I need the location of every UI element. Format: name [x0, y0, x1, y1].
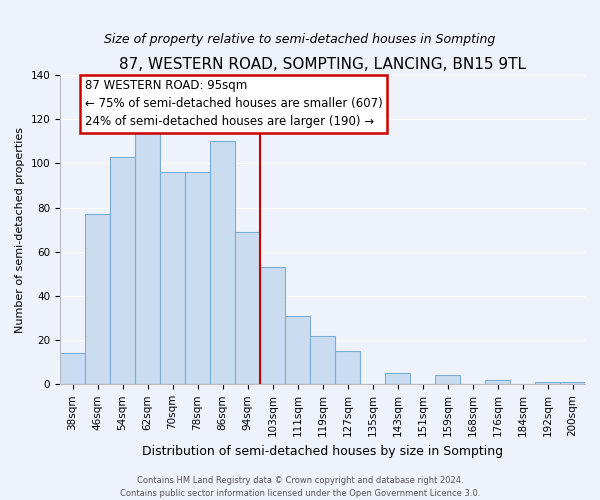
Bar: [185, 172, 210, 384]
Bar: [485, 380, 510, 384]
Text: 87 WESTERN ROAD: 95sqm
← 75% of semi-detached houses are smaller (607)
24% of se: 87 WESTERN ROAD: 95sqm ← 75% of semi-det…: [85, 80, 383, 128]
Bar: [85, 214, 110, 384]
Y-axis label: Number of semi-detached properties: Number of semi-detached properties: [15, 126, 25, 332]
Bar: [385, 374, 410, 384]
Title: 87, WESTERN ROAD, SOMPTING, LANCING, BN15 9TL: 87, WESTERN ROAD, SOMPTING, LANCING, BN1…: [119, 58, 526, 72]
Bar: [60, 354, 85, 384]
Bar: [560, 382, 585, 384]
Bar: [335, 351, 360, 384]
Bar: [285, 316, 310, 384]
Bar: [235, 232, 260, 384]
Bar: [135, 90, 160, 385]
Bar: [110, 157, 135, 384]
Bar: [310, 336, 335, 384]
Bar: [535, 382, 560, 384]
Bar: [210, 142, 235, 384]
X-axis label: Distribution of semi-detached houses by size in Sompting: Distribution of semi-detached houses by …: [142, 444, 503, 458]
Bar: [260, 267, 285, 384]
Text: Contains HM Land Registry data © Crown copyright and database right 2024.
Contai: Contains HM Land Registry data © Crown c…: [120, 476, 480, 498]
Text: Size of property relative to semi-detached houses in Sompting: Size of property relative to semi-detach…: [104, 32, 496, 46]
Bar: [160, 172, 185, 384]
Bar: [435, 376, 460, 384]
